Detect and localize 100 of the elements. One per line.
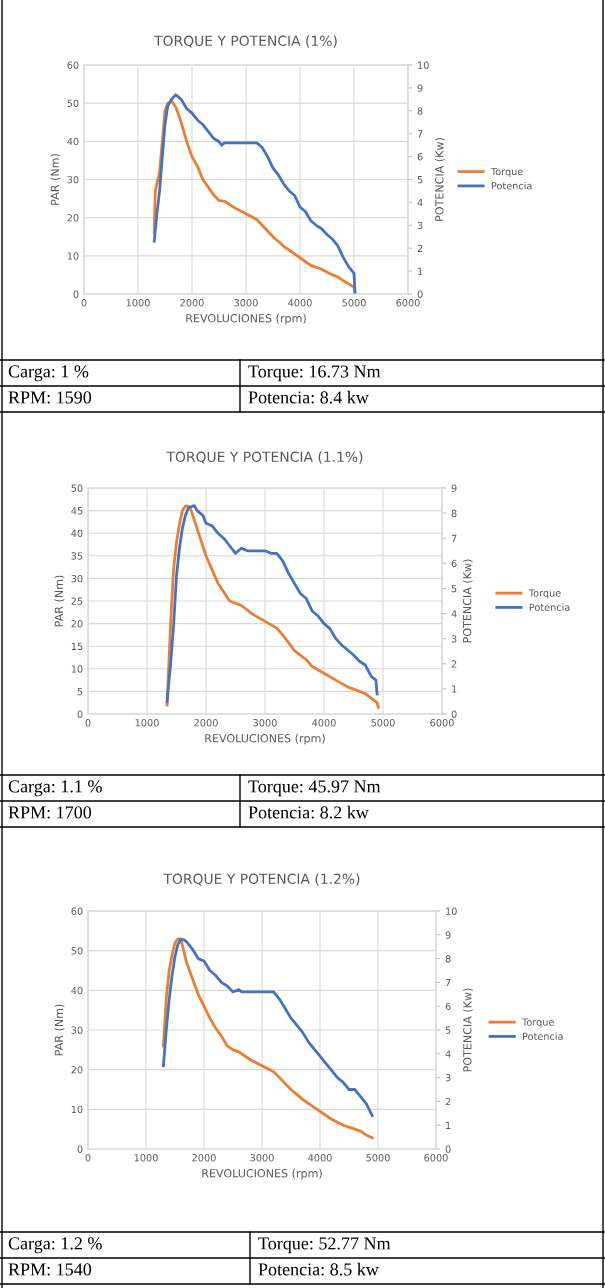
y2-tick-label: 7 — [445, 979, 451, 987]
text: RPM: 1540 — [8, 1263, 92, 1276]
y2-tick-label: 7 — [417, 130, 423, 138]
y2-tick-label: 8 — [445, 955, 451, 963]
y2-tick-label: 0 — [445, 1145, 451, 1153]
text: Carga: 1.2 % — [8, 1237, 102, 1254]
y2-tick-label: 5 — [451, 585, 457, 593]
x-tick-label: 6000 — [424, 1154, 448, 1162]
y-tick-label: 20 — [71, 1066, 83, 1074]
y2-tick-label: 0 — [451, 710, 457, 718]
x-axis-title: REVOLUCIONES (rpm) — [205, 733, 325, 745]
text: Carga: 1 % — [8, 365, 89, 382]
y2-tick-label: 4 — [417, 199, 423, 207]
legend-label: Torque — [490, 167, 523, 178]
y-tick-label: 60 — [71, 907, 83, 915]
y-tick-label: 20 — [67, 214, 79, 222]
legend-label: Torque — [528, 589, 561, 599]
text: Carga: 1.1 % — [8, 780, 102, 797]
y-tick-label: 10 — [71, 1105, 83, 1114]
y-tick-label: 0 — [77, 710, 83, 718]
y-tick-label: 5 — [77, 688, 83, 696]
y2-tick-label: 6 — [451, 559, 457, 568]
legend-label: Potencia — [529, 603, 570, 611]
y-tick-label: 15 — [71, 642, 83, 651]
y-tick-label: 40 — [67, 137, 79, 146]
y-tick-label: 40 — [71, 529, 83, 538]
y2-tick-label: 5 — [445, 1026, 451, 1034]
y2-axis-title: POTENCIA (Kw) — [434, 138, 445, 221]
text: Potencia: 8.4 kw — [248, 390, 369, 404]
y-tick-label: 30 — [67, 175, 79, 184]
y-axis-title: PAR (Nm) — [54, 1004, 65, 1056]
y2-tick-label: 0 — [417, 290, 423, 298]
y2-tick-label: 3 — [451, 635, 457, 643]
y2-tick-label: 4 — [445, 1050, 451, 1058]
text: Torque: 16.73 Nm — [248, 365, 381, 382]
y-tick-label: 50 — [67, 99, 79, 107]
legend-label: Torque — [522, 1018, 554, 1028]
x-tick-label: 4000 — [312, 719, 336, 727]
y-tick-label: 0 — [73, 290, 79, 298]
x-tick-label: 2000 — [180, 299, 204, 307]
text: RPM: 1700 — [8, 806, 92, 819]
y-tick-label: 40 — [71, 986, 83, 995]
y-tick-label: 50 — [71, 947, 83, 955]
x-tick-label: 5000 — [366, 1154, 390, 1162]
legend-label: Potencia — [523, 1032, 563, 1040]
y-axis-title: PAR (Nm) — [54, 575, 65, 627]
chart-title: TORQUE Y POTENCIA (1%) — [154, 35, 337, 48]
y2-tick-label: 3 — [417, 221, 423, 230]
x-tick-label: 3000 — [250, 1154, 274, 1162]
y2-tick-label: 10 — [418, 61, 429, 69]
text: Potencia: 8.5 kw — [258, 1262, 379, 1276]
x-tick-label: 1000 — [135, 719, 159, 727]
y2-tick-label: 1 — [446, 1121, 451, 1129]
y-tick-label: 60 — [67, 61, 79, 69]
text: Torque: 45.97 Nm — [248, 780, 381, 797]
y-tick-label: 45 — [71, 507, 83, 515]
y2-tick-label: 3 — [445, 1074, 451, 1082]
y-tick-label: 20 — [71, 620, 83, 628]
x-axis-title: REVOLUCIONES (rpm) — [202, 1168, 322, 1180]
y2-tick-label: 1 — [418, 267, 423, 275]
x-tick-label: 6000 — [396, 299, 420, 307]
y-axis-title: PAR (Nm) — [50, 154, 61, 205]
chart-title: TORQUE Y POTENCIA (1.2%) — [163, 873, 360, 886]
chart-title: TORQUE Y POTENCIA (1.1%) — [166, 451, 363, 464]
y-tick-label: 50 — [71, 484, 83, 492]
y2-tick-label: 8 — [417, 107, 423, 115]
y-tick-label: 10 — [67, 252, 79, 260]
y2-tick-label: 6 — [445, 1002, 451, 1011]
y2-tick-label: 7 — [451, 534, 457, 542]
x-tick-label: 5000 — [342, 299, 366, 307]
x-tick-label: 0 — [85, 719, 91, 727]
y-tick-label: 35 — [71, 552, 83, 560]
x-tick-label: 2000 — [192, 1154, 216, 1162]
x-axis-title: REVOLUCIONES (rpm) — [186, 313, 306, 325]
x-tick-label: 1000 — [134, 1154, 158, 1162]
y2-tick-label: 9 — [417, 84, 423, 92]
legend-label: Potencia — [491, 181, 532, 190]
y-tick-label: 10 — [71, 665, 83, 673]
y2-tick-label: 4 — [451, 610, 457, 618]
y2-tick-label: 1 — [452, 685, 457, 693]
x-tick-label: 0 — [85, 1154, 91, 1162]
y2-tick-label: 2 — [445, 1097, 451, 1106]
y2-tick-label: 2 — [417, 244, 423, 252]
y2-tick-label: 2 — [451, 660, 457, 668]
text: Potencia: 8.2 kw — [248, 805, 369, 819]
y2-tick-label: 10 — [446, 907, 457, 915]
text: RPM: 1590 — [8, 391, 92, 404]
text: Torque: 52.77 Nm — [258, 1237, 391, 1254]
y-tick-label: 30 — [71, 1026, 83, 1034]
x-tick-label: 1000 — [126, 299, 150, 307]
x-tick-label: 6000 — [430, 719, 454, 727]
y2-tick-label: 5 — [417, 176, 423, 184]
y2-tick-label: 9 — [445, 931, 451, 939]
y2-axis-title: POTENCIA (Kw) — [462, 988, 473, 1072]
y-tick-label: 25 — [71, 597, 83, 605]
x-tick-label: 2000 — [194, 719, 218, 727]
y2-tick-label: 6 — [417, 153, 423, 161]
y2-axis-title: POTENCIA (Kw) — [462, 559, 473, 643]
x-tick-label: 3000 — [253, 719, 277, 727]
y-tick-label: 0 — [77, 1145, 83, 1153]
